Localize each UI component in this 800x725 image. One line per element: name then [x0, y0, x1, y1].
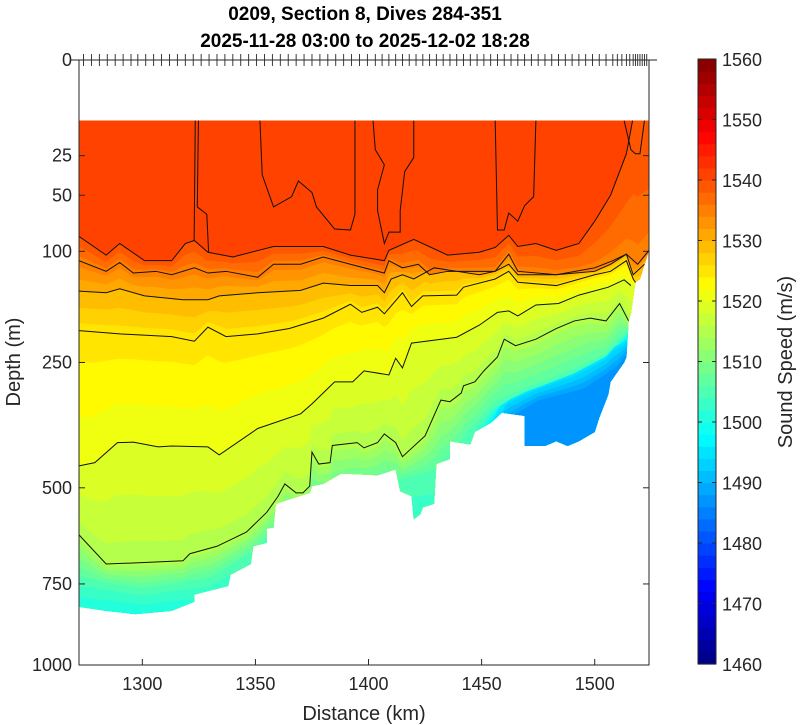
- colorbar-swatch: [698, 71, 716, 84]
- colorbar-swatch: [698, 107, 716, 121]
- contour-line-1525: [79, 259, 639, 342]
- x-tick-label: 1500: [575, 674, 615, 694]
- colorbar-swatch: [698, 434, 716, 447]
- colorbar-swatch: [698, 482, 716, 496]
- colorbar-swatch: [698, 180, 716, 193]
- colorbar-tick-label: 1500: [722, 413, 762, 433]
- warm-core-contour-1: [196, 120, 210, 253]
- colorbar-swatch: [698, 301, 716, 314]
- colorbar-swatch: [698, 349, 716, 363]
- colorbar-swatch: [698, 228, 716, 242]
- colorbar-swatch: [698, 567, 716, 580]
- y-tick-label: 750: [42, 574, 72, 594]
- colorbar-swatch: [698, 506, 716, 520]
- colorbar-swatch: [698, 397, 716, 411]
- y-tick-label: 250: [42, 353, 72, 373]
- colorbar-swatch: [698, 639, 716, 653]
- colorbar-tick-label: 1520: [722, 292, 762, 312]
- colorbar-swatch: [698, 627, 716, 641]
- contour-line-1535: [79, 250, 649, 278]
- colorbar-tick-label: 1550: [722, 111, 762, 131]
- chart-title: 0209, Section 8, Dives 284-351: [228, 4, 502, 25]
- colorbar-swatch: [698, 409, 716, 423]
- contour-line-1515: [79, 302, 630, 565]
- y-tick-label: 1000: [32, 655, 72, 675]
- colorbar-swatch: [698, 518, 716, 532]
- colorbar-tick-label: 1470: [722, 595, 762, 615]
- colorbar-swatch: [698, 603, 716, 617]
- contour-line-1540: [79, 120, 634, 262]
- colorbar-swatch: [698, 337, 716, 350]
- colorbar-tick-label: 1540: [722, 171, 762, 191]
- colorbar-swatch: [698, 264, 716, 278]
- warm-core-contour-3: [372, 120, 415, 246]
- x-axis-label: Distance (km): [302, 703, 425, 725]
- colorbar-swatch: [698, 240, 716, 254]
- colorbar-swatch: [698, 325, 716, 338]
- colorbar-label: Sound Speed (m/s): [775, 276, 797, 448]
- warm-core-contour-0: [193, 120, 196, 241]
- colorbar-swatch: [698, 591, 716, 605]
- colorbar-swatch: [698, 579, 716, 592]
- contour-lines: [79, 120, 649, 565]
- colorbar-swatch: [698, 119, 716, 133]
- filled-contour-bands: [79, 120, 649, 615]
- colorbar-tick-label: 1480: [722, 534, 762, 554]
- colorbar-tick-label: 1510: [722, 353, 762, 373]
- colorbar-swatch: [698, 494, 716, 508]
- colorbar-swatch: [698, 615, 716, 629]
- contour-line-1520: [79, 279, 632, 467]
- colorbar-tick-label: 1460: [722, 655, 762, 675]
- colorbar-swatch: [698, 192, 716, 205]
- warm-core-contour-5: [623, 120, 645, 155]
- colorbar-swatch: [698, 95, 716, 108]
- y-tick-label: 50: [52, 185, 72, 205]
- colorbar-swatch: [698, 555, 716, 568]
- colorbar-swatch: [698, 288, 716, 302]
- x-tick-label: 1400: [349, 674, 389, 694]
- x-tick-label: 1300: [122, 674, 162, 694]
- colorbar-tick-label: 1490: [722, 474, 762, 494]
- colorbar-swatch: [698, 651, 716, 665]
- colorbar-swatch: [698, 252, 716, 266]
- colorbar-tick-label: 1530: [722, 232, 762, 252]
- colorbar-swatch: [698, 204, 716, 217]
- warm-core-contour-4: [494, 120, 537, 231]
- colorbar-swatch: [698, 373, 716, 387]
- colorbar-swatch: [698, 422, 716, 435]
- y-tick-label: 500: [42, 478, 72, 498]
- contour-line-1530: [79, 253, 645, 301]
- colorbar: 1460 1470 1480 1490 1500 1510 1520 1530 1540 1550…: [697, 50, 762, 675]
- colorbar-swatch: [698, 361, 716, 375]
- x-tick-label: 1350: [235, 674, 275, 694]
- colorbar-swatch: [698, 530, 716, 544]
- y-tick-label: 25: [52, 146, 72, 166]
- colorbar-swatch: [698, 446, 716, 459]
- colorbar-swatch: [698, 59, 716, 72]
- colorbar-swatch: [698, 458, 716, 471]
- colorbar-swatch: [698, 167, 716, 181]
- colorbar-swatch: [698, 470, 716, 484]
- chart-subtitle: 2025-11-28 03:00 to 2025-12-02 18:28: [200, 31, 530, 52]
- colorbar-swatch: [698, 313, 716, 326]
- colorbar-swatch: [698, 276, 716, 290]
- colorbar-swatch: [698, 131, 716, 145]
- colorbar-swatch: [698, 543, 716, 556]
- colorbar-swatch: [698, 155, 716, 169]
- colorbar-tick-label: 1560: [722, 50, 762, 70]
- colorbar-swatch: [698, 143, 716, 157]
- colorbar-swatch: [698, 385, 716, 399]
- y-tick-label: 0: [62, 50, 72, 70]
- y-tick-label: 100: [42, 241, 72, 261]
- colorbar-swatch: [698, 216, 716, 229]
- colorbar-swatch: [698, 83, 716, 96]
- warm-core-contour-2: [259, 120, 356, 231]
- x-tick-label: 1450: [462, 674, 502, 694]
- axes: 0 25 50 100 250 500 750 1000 1300 1350 1400 1450 150…: [32, 50, 657, 694]
- y-axis-label: Depth (m): [3, 318, 25, 407]
